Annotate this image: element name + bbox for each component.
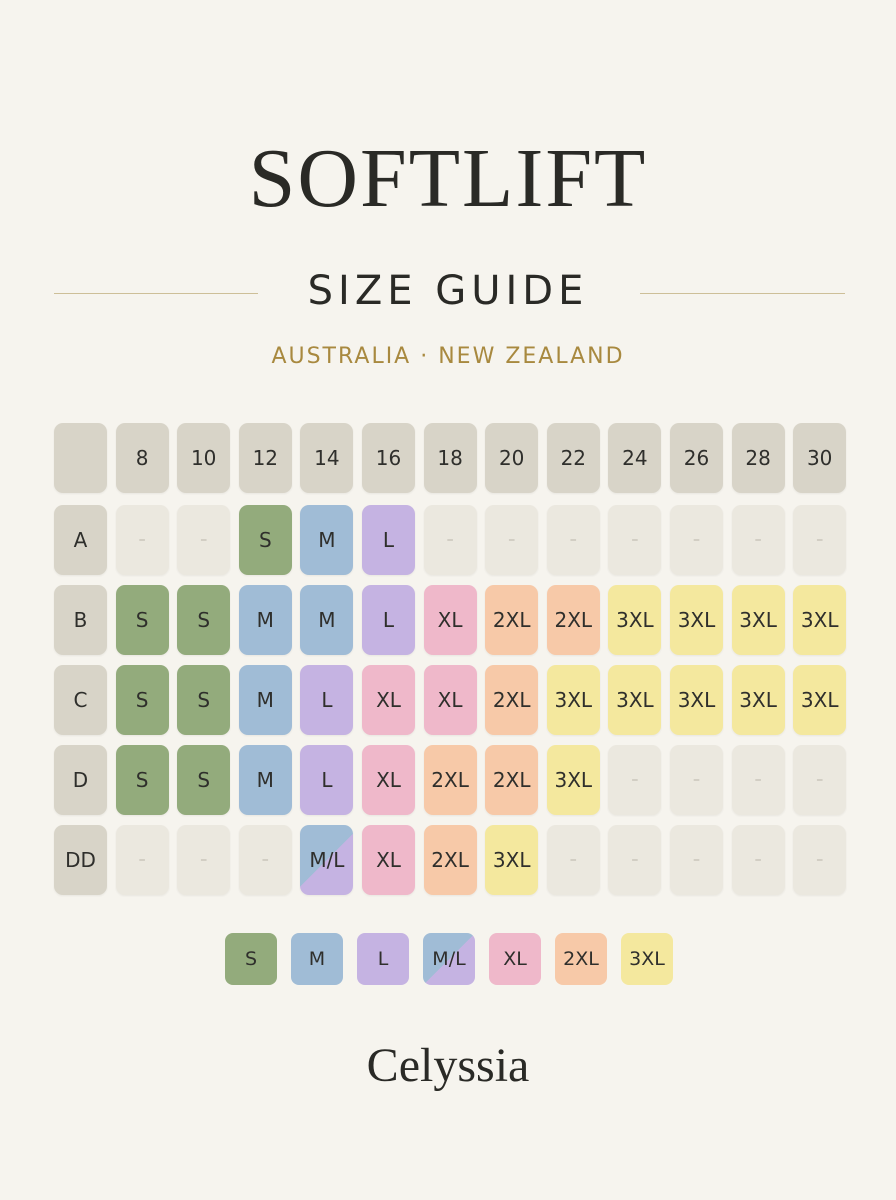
size-cell: M/L [300, 825, 354, 895]
title: SOFTLIFT [248, 132, 648, 225]
legend-item: XL [489, 933, 541, 985]
size-cell: L [362, 505, 415, 575]
size-cell: L [362, 585, 415, 655]
column-header: 20 [485, 423, 539, 493]
column-header: 16 [362, 423, 415, 493]
size-cell: 3XL [793, 585, 847, 655]
size-cell: M [238, 745, 292, 815]
legend-item: S [225, 933, 277, 985]
size-cell: M [300, 505, 354, 575]
subtitle: SIZE GUIDE [307, 268, 589, 314]
size-cell: 3XL [731, 665, 785, 735]
size-cell: – [793, 825, 847, 895]
column-header: 18 [423, 423, 477, 493]
size-cell: XL [423, 665, 477, 735]
legend-item: 3XL [621, 933, 673, 985]
size-cell: – [608, 745, 662, 815]
row-header: DD [54, 825, 107, 895]
size-cell: L [300, 665, 354, 735]
size-cell: – [238, 825, 292, 895]
size-cell: – [731, 505, 785, 575]
size-cell: – [793, 505, 847, 575]
corner-cell [54, 423, 107, 493]
size-cell: – [793, 745, 847, 815]
divider [640, 293, 845, 294]
size-cell: 3XL [731, 585, 785, 655]
region: AUSTRALIA · NEW ZEALAND [271, 344, 625, 369]
column-header: 22 [546, 423, 600, 493]
size-cell: – [731, 745, 785, 815]
size-cell: 3XL [546, 745, 600, 815]
size-cell: – [546, 825, 600, 895]
row-header: C [54, 665, 107, 735]
size-cell: 3XL [608, 665, 662, 735]
row-header: D [54, 745, 107, 815]
size-cell: – [177, 825, 231, 895]
column-header: 8 [115, 423, 169, 493]
divider [54, 293, 258, 294]
size-cell: 3XL [608, 585, 662, 655]
size-cell: 2XL [485, 585, 539, 655]
size-cell: – [115, 505, 169, 575]
size-cell: – [177, 505, 231, 575]
size-cell: – [731, 825, 785, 895]
size-cell: XL [362, 825, 415, 895]
legend-item: M [291, 933, 343, 985]
legend-item: 2XL [555, 933, 607, 985]
size-cell: 3XL [793, 665, 847, 735]
size-cell: XL [362, 745, 415, 815]
size-cell: 2XL [485, 665, 539, 735]
size-cell: – [670, 825, 723, 895]
row-header: B [54, 585, 107, 655]
size-cell: – [670, 745, 723, 815]
size-cell: M [300, 585, 354, 655]
size-cell: M [238, 665, 292, 735]
size-cell: S [115, 665, 169, 735]
column-header: 26 [670, 423, 723, 493]
size-cell: 2XL [485, 745, 539, 815]
size-cell: – [608, 505, 662, 575]
size-cell: S [177, 585, 231, 655]
column-header: 30 [793, 423, 847, 493]
size-cell: 3XL [670, 585, 723, 655]
column-header: 10 [177, 423, 231, 493]
size-cell: S [115, 745, 169, 815]
size-cell: 2XL [423, 745, 477, 815]
legend-item: M/L [423, 933, 475, 985]
size-cell: – [608, 825, 662, 895]
brand: Celyssia [366, 1039, 530, 1092]
size-cell: 2XL [546, 585, 600, 655]
size-cell: – [485, 505, 539, 575]
size-cell: 3XL [670, 665, 723, 735]
size-cell: S [115, 585, 169, 655]
size-cell: XL [423, 585, 477, 655]
column-header: 14 [300, 423, 354, 493]
size-cell: – [546, 505, 600, 575]
row-header: A [54, 505, 107, 575]
size-cell: XL [362, 665, 415, 735]
column-header: 12 [238, 423, 292, 493]
legend-item: L [357, 933, 409, 985]
column-header: 28 [731, 423, 785, 493]
size-cell: 3XL [485, 825, 539, 895]
size-cell: 2XL [423, 825, 477, 895]
size-cell: 3XL [546, 665, 600, 735]
size-cell: L [300, 745, 354, 815]
size-cell: S [177, 665, 231, 735]
size-cell: M [238, 585, 292, 655]
column-header: 24 [608, 423, 662, 493]
size-cell: – [670, 505, 723, 575]
size-cell: S [177, 745, 231, 815]
size-cell: – [115, 825, 169, 895]
size-cell: – [423, 505, 477, 575]
size-cell: S [238, 505, 292, 575]
